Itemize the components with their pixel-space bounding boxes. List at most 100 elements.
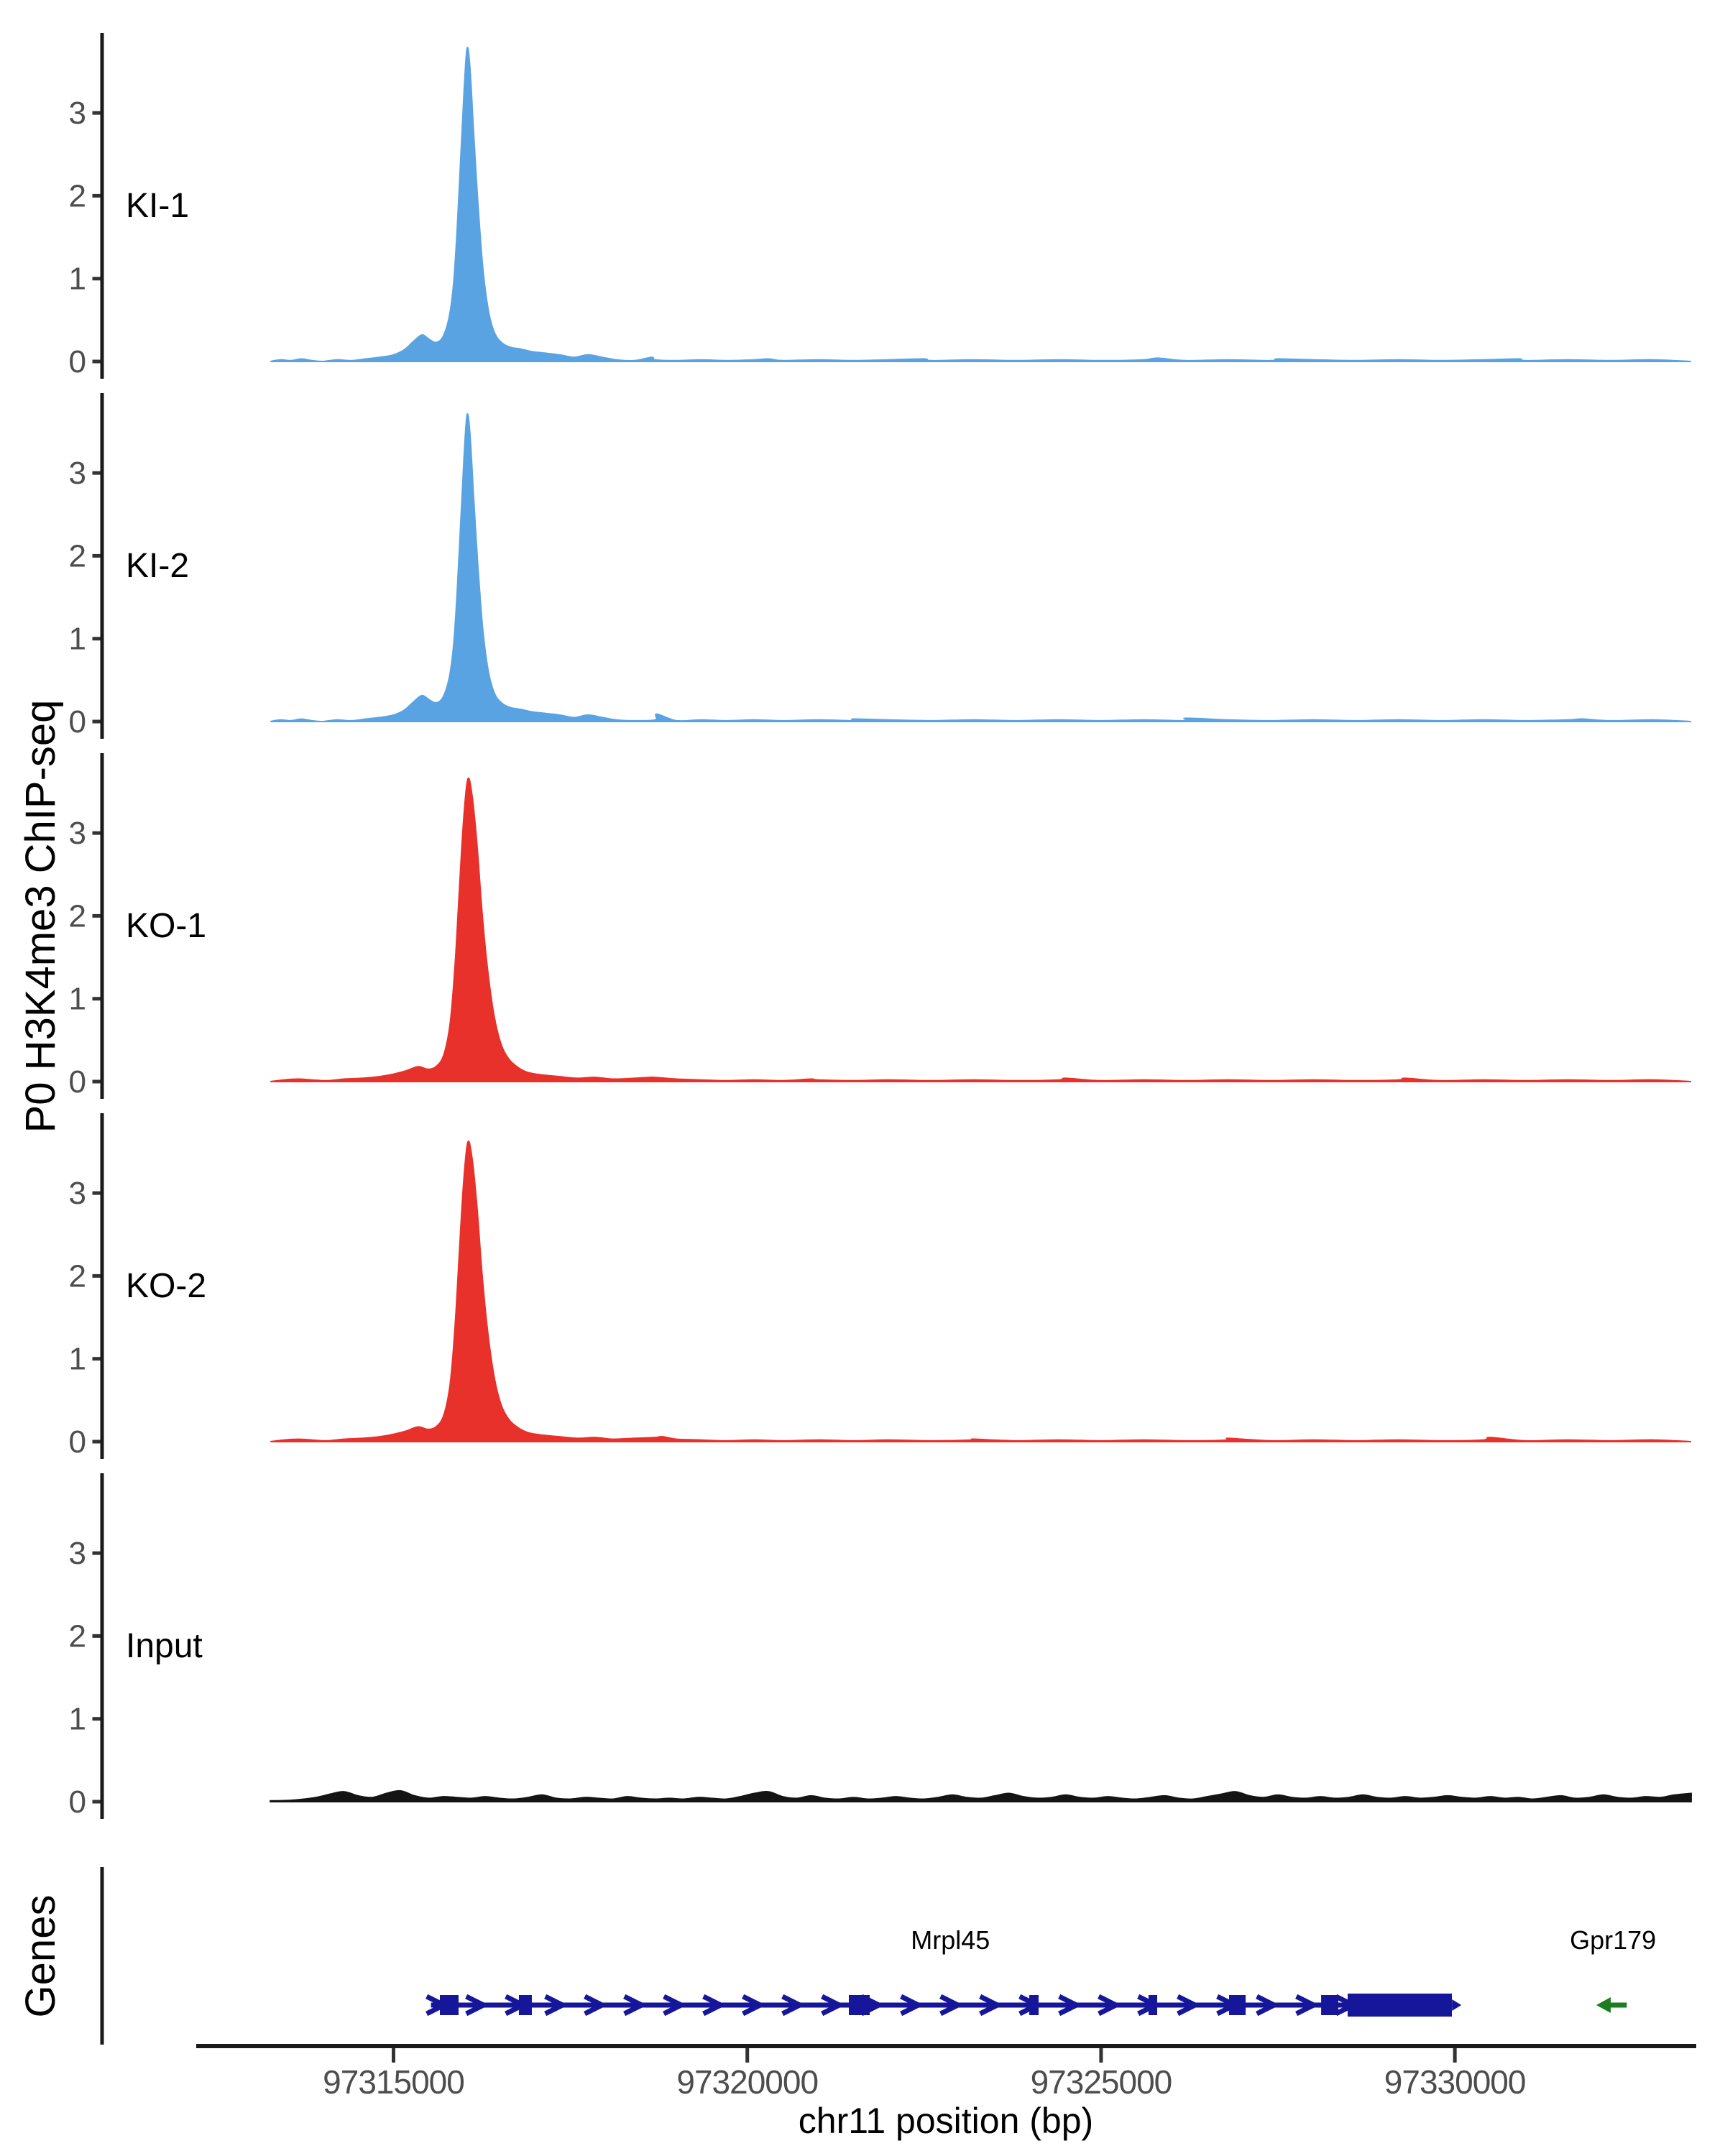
y-tick-label: 2 [69, 1618, 86, 1654]
track-label-ko-1: KO-1 [126, 907, 206, 945]
y-tick-mark [92, 1634, 101, 1638]
y-axis-spine [100, 753, 104, 1099]
gene-backbone [431, 2002, 1453, 2008]
x-tick-label: 97315000 [323, 2063, 464, 2101]
x-tick-label: 97320000 [676, 2063, 818, 2101]
y-tick-label: 3 [69, 456, 86, 491]
y-tick-label: 1 [69, 1702, 86, 1737]
gene-mrpl45: Mrpl45 [426, 1925, 1462, 2017]
signal-area-ko-2 [270, 1141, 1691, 1442]
y-axis-label: P0 H3K4me3 ChIP-seq [17, 700, 64, 1133]
signal-track-ko-1: 0 1 2 3 KO-1 [69, 753, 1691, 1100]
y-tick-label: 1 [69, 982, 86, 1017]
exon-box [1348, 1994, 1453, 2017]
y-axis-spine [100, 1473, 104, 1819]
signal-track-ki-1: 0 1 2 3 KI-1 [69, 33, 1691, 379]
y-tick-label: 3 [69, 1176, 86, 1211]
strand-chevron-right-icon [584, 1994, 608, 2017]
gene-name-mrpl45: Mrpl45 [911, 1925, 990, 1955]
x-tick-mark [1099, 2048, 1103, 2063]
gene-arrow-left-icon [1596, 1997, 1611, 2013]
y-tick-mark [92, 1439, 101, 1444]
x-axis-line [196, 2044, 1696, 2048]
strand-chevron-right-icon [781, 1994, 806, 2017]
signal-track-input: 0 1 2 3 Input [69, 1473, 1692, 1820]
signal-track-ko-2: 0 1 2 3 KO-2 [69, 1113, 1691, 1460]
strand-chevron-right-icon [900, 1994, 924, 2017]
gene-track-spine [100, 1867, 104, 2045]
track-label-ko-2: KO-2 [126, 1267, 206, 1305]
y-tick-mark [92, 1357, 101, 1361]
y-tick-label: 0 [69, 1424, 86, 1460]
exon-box [1229, 1995, 1246, 2015]
exon-box [518, 1995, 532, 2015]
y-tick-mark [92, 359, 101, 364]
exon-box [1321, 1995, 1339, 2015]
y-tick-label: 1 [69, 1342, 86, 1377]
y-tick-mark [92, 1273, 101, 1278]
x-tick-mark [1453, 2048, 1457, 2063]
strand-chevron-right-icon [1177, 1994, 1201, 2017]
signal-area-input [270, 1789, 1692, 1802]
track-label-ki-1: KI-1 [126, 187, 189, 225]
strand-chevron-right-icon [742, 1994, 766, 2017]
signal-track-ki-2: 0 1 2 3 KI-2 [69, 393, 1691, 740]
y-tick-mark [92, 1551, 101, 1555]
strand-chevron-right-icon [544, 1994, 569, 2017]
y-tick-label: 2 [69, 1258, 86, 1294]
y-axis-spine [100, 1113, 104, 1459]
gene-gpr179: Gpr179 [1570, 1925, 1656, 2013]
exon-box [439, 1995, 459, 2015]
signal-area-ko-1 [270, 777, 1691, 1082]
gene-arrow-shaft [1607, 2002, 1627, 2008]
strand-chevron-right-icon [623, 1994, 648, 2017]
y-tick-mark [92, 471, 101, 475]
y-tick-label: 3 [69, 816, 86, 851]
y-tick-mark [92, 1717, 101, 1721]
y-tick-mark [92, 637, 101, 641]
gene-end-arrow-icon [1452, 1999, 1462, 2011]
y-tick-label: 2 [69, 538, 86, 573]
gene-name-gpr179: Gpr179 [1570, 1925, 1656, 1955]
y-tick-label: 3 [69, 96, 86, 131]
x-tick-label: 97330000 [1384, 2063, 1526, 2101]
y-tick-mark [92, 719, 101, 724]
x-tick-mark [745, 2048, 750, 2063]
y-tick-mark [92, 277, 101, 281]
y-tick-mark [92, 553, 101, 558]
strand-chevron-right-icon [465, 1994, 489, 2017]
y-tick-mark [92, 1800, 101, 1804]
y-tick-label: 2 [69, 898, 86, 934]
y-tick-label: 2 [69, 178, 86, 213]
y-tick-label: 1 [69, 262, 86, 297]
track-label-ki-2: KI-2 [126, 547, 189, 585]
x-tick-mark [392, 2048, 395, 2063]
x-tick-label: 97325000 [1031, 2063, 1172, 2101]
strand-chevron-right-icon [939, 1994, 964, 2017]
y-tick-label: 3 [69, 1536, 86, 1571]
y-tick-label: 1 [69, 622, 86, 657]
exon-box [1148, 1995, 1157, 2015]
strand-chevron-right-icon [821, 1994, 845, 2017]
y-tick-mark [92, 111, 101, 115]
genes-axis-label: Genes [17, 1895, 64, 2018]
exon-box [1029, 1995, 1039, 2015]
exon-box [848, 1995, 870, 2015]
y-tick-mark [92, 1079, 101, 1084]
strand-chevron-right-icon [702, 1994, 727, 2017]
y-tick-mark [92, 913, 101, 918]
gene-track-group: Mrpl45 Gpr179 [100, 1867, 1656, 2045]
y-axis-spine [100, 393, 104, 739]
y-tick-label: 0 [69, 1784, 86, 1820]
y-tick-mark [92, 997, 101, 1001]
y-tick-label: 0 [69, 1064, 86, 1100]
y-tick-mark [92, 193, 101, 198]
strand-chevron-right-icon [663, 1994, 687, 2017]
signal-area-ki-1 [270, 47, 1691, 363]
track-label-input: Input [126, 1627, 203, 1665]
strand-chevron-right-icon [979, 1994, 1003, 2017]
signal-area-ki-2 [270, 413, 1691, 723]
strand-chevron-right-icon [1058, 1994, 1082, 2017]
